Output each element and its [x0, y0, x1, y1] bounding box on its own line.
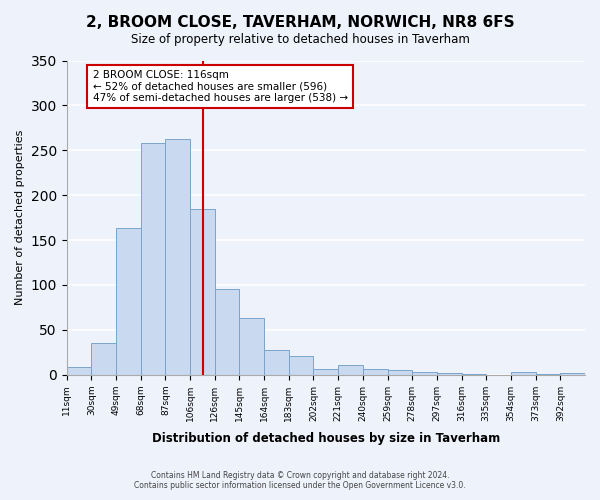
- Bar: [190, 208, 215, 375]
- Bar: [116, 228, 141, 375]
- X-axis label: Distribution of detached houses by size in Taverham: Distribution of detached houses by size …: [152, 432, 500, 445]
- Text: 2 BROOM CLOSE: 116sqm
← 52% of detached houses are smaller (596)
47% of semi-det: 2 BROOM CLOSE: 116sqm ← 52% of detached …: [92, 70, 347, 103]
- Text: 2, BROOM CLOSE, TAVERHAM, NORWICH, NR8 6FS: 2, BROOM CLOSE, TAVERHAM, NORWICH, NR8 6…: [86, 15, 514, 30]
- Bar: [141, 143, 166, 375]
- Bar: [289, 356, 313, 375]
- Y-axis label: Number of detached properties: Number of detached properties: [15, 130, 25, 306]
- Bar: [166, 138, 190, 375]
- Bar: [511, 372, 536, 375]
- Bar: [461, 374, 486, 375]
- Bar: [536, 374, 560, 375]
- Text: Size of property relative to detached houses in Taverham: Size of property relative to detached ho…: [131, 32, 469, 46]
- Bar: [412, 372, 437, 375]
- Bar: [67, 366, 91, 375]
- Bar: [215, 288, 239, 375]
- Text: Contains HM Land Registry data © Crown copyright and database right 2024.
Contai: Contains HM Land Registry data © Crown c…: [134, 470, 466, 490]
- Bar: [560, 373, 585, 375]
- Bar: [388, 370, 412, 375]
- Bar: [338, 365, 363, 375]
- Bar: [313, 370, 338, 375]
- Bar: [264, 350, 289, 375]
- Bar: [437, 373, 461, 375]
- Bar: [363, 368, 388, 375]
- Bar: [91, 344, 116, 375]
- Bar: [239, 318, 264, 375]
